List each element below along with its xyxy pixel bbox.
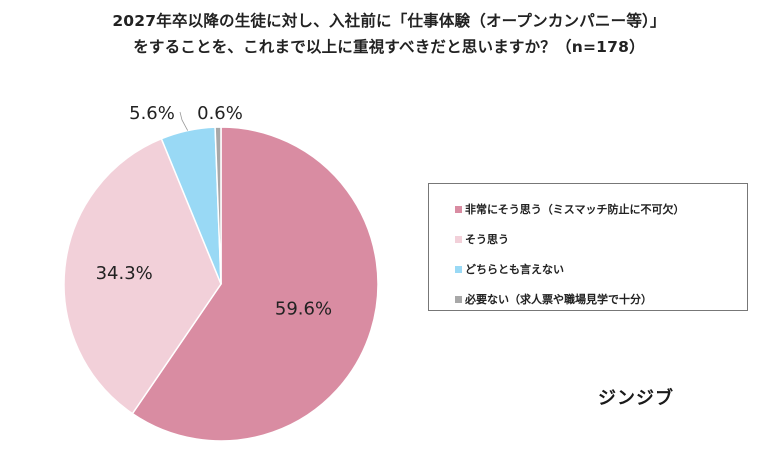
- data-label: 34.3%: [96, 263, 153, 284]
- legend-label: 非常にそう思う（ミスマッチ防止に不可欠）: [465, 203, 685, 216]
- legend-item: 非常にそう思う（ミスマッチ防止に不可欠）: [455, 194, 747, 224]
- brand-logo-text: ジンジブ: [598, 388, 674, 409]
- legend-item: 必要ない（求人票や職場見学で十分）: [455, 284, 747, 314]
- legend-item: どちらとも言えない: [455, 254, 747, 284]
- pie-slice: [131, 126, 379, 442]
- legend-swatch: [455, 235, 462, 243]
- chart-title-line-1: 2027年卒以降の生徒に対し、入社前に「仕事体験（オープンカンパニー等）」: [112, 12, 666, 30]
- legend-label: 必要ない（求人票や職場見学で十分）: [465, 293, 652, 306]
- legend-item: そう思う: [455, 224, 747, 254]
- chart-title: 2027年卒以降の生徒に対し、入社前に「仕事体験（オープンカンパニー等）」 をす…: [0, 8, 778, 60]
- legend-swatch: [455, 205, 462, 213]
- legend: 非常にそう思う（ミスマッチ防止に不可欠） そう思う どちらとも言えない 必要ない…: [428, 183, 748, 311]
- legend-swatch: [455, 295, 462, 303]
- legend-label: どちらとも言えない: [465, 263, 564, 276]
- data-label: 59.6%: [275, 299, 332, 320]
- pie-slice: [63, 137, 222, 415]
- leader-line: [179, 111, 189, 131]
- data-label: 5.6%: [129, 103, 175, 124]
- legend-label: そう思う: [465, 233, 509, 246]
- chart-title-line-2: をすることを、これまで以上に重視すべきだと思いますか？（n=178）: [133, 38, 645, 56]
- pie-slice: [214, 126, 222, 285]
- data-label: 0.6%: [197, 103, 243, 124]
- legend-swatch: [455, 265, 462, 273]
